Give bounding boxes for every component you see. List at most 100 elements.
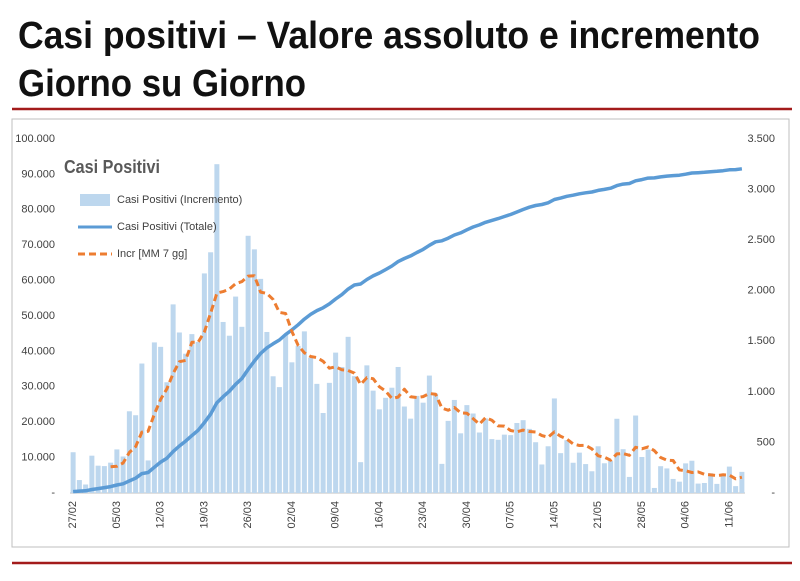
y-tick-label: 70.000 (21, 239, 55, 251)
legend-label: Incr [MM 7 gg] (117, 248, 187, 260)
y-tick-label: 80.000 (21, 204, 55, 216)
x-tick-label: 16/04 (373, 501, 385, 529)
x-tick-label: 04/06 (680, 501, 692, 529)
bar (608, 461, 614, 493)
bar (670, 478, 676, 493)
bar (508, 435, 514, 493)
bar (195, 341, 201, 493)
bar (251, 249, 257, 493)
bar (570, 462, 576, 493)
bar (370, 390, 376, 493)
x-tick-label: 12/03 (155, 501, 167, 529)
bar (464, 405, 470, 493)
bar (520, 420, 526, 493)
bar (101, 466, 107, 493)
bar (158, 346, 164, 493)
bar (626, 476, 632, 493)
bar (383, 397, 389, 493)
bar (683, 463, 689, 493)
x-tick-label: 28/05 (636, 501, 648, 529)
bar (83, 484, 89, 493)
bar (345, 336, 351, 493)
legend-swatch (80, 194, 110, 206)
bar (351, 376, 357, 493)
bar (233, 296, 239, 493)
bar (726, 466, 732, 493)
bar (189, 334, 195, 493)
y-tick-label: 90.000 (21, 168, 55, 180)
bar (433, 393, 439, 493)
x-tick-label: 05/03 (111, 501, 123, 529)
moving-average-line (110, 274, 743, 481)
bar (114, 449, 120, 493)
bar (276, 387, 282, 493)
bar (245, 235, 251, 494)
bar (283, 334, 289, 493)
bar (426, 375, 432, 493)
bar (145, 460, 151, 493)
bar (208, 252, 214, 493)
page-title: Casi positivi – Valore assoluto e increm… (18, 15, 760, 57)
y2-tick-label: 2.500 (747, 234, 775, 246)
bar (70, 452, 76, 493)
bar (545, 446, 551, 493)
bar (714, 483, 720, 493)
y-tick-label: - (51, 487, 55, 499)
bar (164, 382, 170, 493)
x-tick-label: 21/05 (592, 501, 604, 529)
bar (658, 466, 664, 493)
bar (595, 446, 601, 493)
bar (108, 462, 114, 493)
bar (264, 331, 270, 493)
bar (139, 363, 145, 493)
y2-tick-label: 3.500 (747, 133, 775, 145)
bar (401, 406, 407, 493)
bar (601, 463, 607, 493)
bar (308, 357, 314, 493)
bar (695, 483, 701, 493)
bar (708, 473, 714, 493)
x-tick-label: 27/02 (67, 501, 79, 529)
x-tick-label: 02/04 (286, 501, 298, 529)
bar (733, 486, 739, 493)
legend-label: Casi Positivi (Incremento) (117, 194, 242, 206)
legend-label: Casi Positivi (Totale) (117, 221, 217, 233)
y2-tick-label: 500 (757, 436, 775, 448)
bar (414, 395, 420, 493)
bar (420, 402, 426, 493)
bar (720, 475, 726, 493)
bar (170, 304, 176, 493)
y-tick-label: 100.000 (15, 133, 55, 145)
bar (326, 382, 332, 493)
bar (120, 456, 126, 493)
y-tick-label: 60.000 (21, 275, 55, 287)
bar (439, 463, 445, 493)
bar (701, 482, 707, 493)
y2-tick-label: 1.500 (747, 335, 775, 347)
bar (76, 480, 82, 493)
bar (320, 412, 326, 493)
y-tick-label: 40.000 (21, 345, 55, 357)
bar (689, 460, 695, 493)
bar (445, 420, 451, 493)
y2-tick-label: 1.000 (747, 386, 775, 398)
y2-tick-label: 2.000 (747, 285, 775, 297)
bar (95, 465, 101, 493)
y-tick-label: 50.000 (21, 310, 55, 322)
bar (589, 471, 595, 493)
bar (339, 366, 345, 493)
bar (526, 428, 532, 493)
page-title: Giorno su Giorno (18, 63, 306, 105)
bar (301, 331, 307, 493)
x-tick-label: 11/06 (723, 501, 735, 528)
y-tick-label: 30.000 (21, 381, 55, 393)
bar (89, 455, 95, 493)
bar (258, 278, 264, 493)
bar (220, 321, 226, 493)
bar (201, 273, 207, 493)
bar (514, 423, 520, 493)
bar (645, 449, 651, 493)
bar (633, 415, 639, 493)
bar (676, 481, 682, 493)
